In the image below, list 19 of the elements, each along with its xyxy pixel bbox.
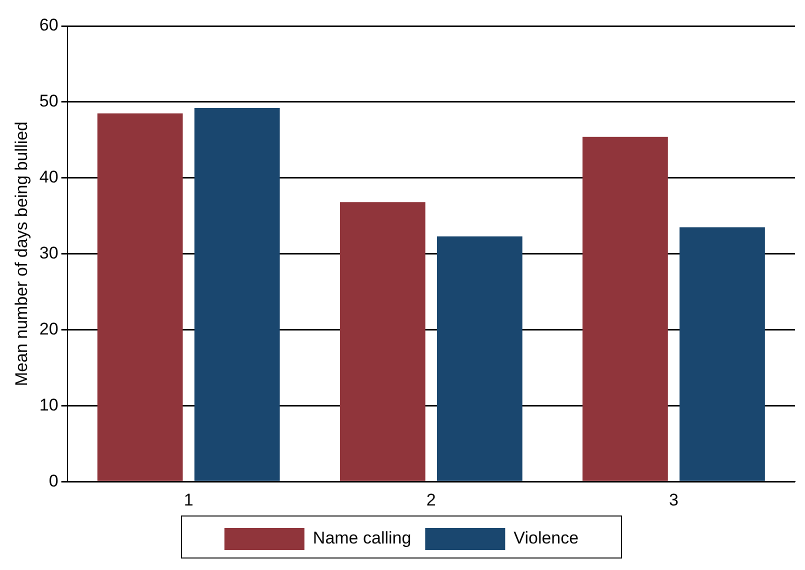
- y-axis-title: Mean number of days being bullied: [12, 121, 31, 386]
- y-tick-label: 60: [39, 16, 58, 35]
- x-tick-label: 1: [184, 490, 194, 510]
- bar: [97, 113, 183, 481]
- y-tick-label: 30: [39, 243, 58, 262]
- x-tick-label: 3: [668, 490, 678, 510]
- legend-label: Violence: [514, 528, 579, 548]
- x-tick-label: 2: [426, 490, 436, 510]
- legend-label: Name calling: [312, 528, 412, 548]
- bar: [582, 136, 668, 481]
- bar: [436, 236, 522, 481]
- bar: [340, 202, 426, 481]
- y-tick-label: 10: [39, 395, 58, 414]
- y-tick-label: 0: [48, 471, 58, 490]
- bar: [194, 108, 280, 481]
- y-tick-label: 40: [39, 168, 58, 187]
- bar: [680, 227, 765, 481]
- y-tick-label: 50: [39, 92, 58, 111]
- y-tick-label: 20: [39, 319, 58, 338]
